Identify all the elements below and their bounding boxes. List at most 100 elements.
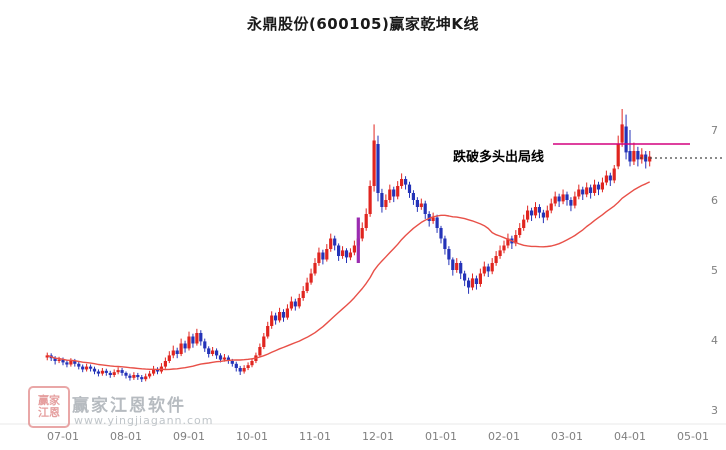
candle-body (274, 315, 278, 321)
candle-body (482, 266, 486, 274)
candle-body (81, 366, 85, 370)
candle-body (341, 250, 345, 256)
candle-body (533, 207, 538, 216)
candle-body (352, 245, 356, 253)
candle-body (368, 186, 372, 214)
candle-body (498, 250, 502, 256)
y-axis-tick-label: 7 (711, 124, 718, 137)
candle-body (344, 250, 349, 258)
candle-body (325, 249, 329, 260)
candle-body (175, 350, 179, 354)
candle-body (152, 369, 156, 374)
x-axis-tick-label: 04-01 (614, 430, 646, 443)
candle-body (415, 200, 419, 207)
candle-body (148, 373, 152, 377)
candle-body (317, 252, 321, 263)
x-axis-tick-label: 08-01 (110, 430, 142, 443)
y-axis-tick-label: 6 (711, 194, 718, 207)
candle-body (203, 341, 207, 349)
candle-body (608, 175, 612, 181)
watermark-brand-text: 赢家江恩软件 (72, 396, 186, 416)
candle-body (333, 238, 337, 246)
candle-body (604, 175, 608, 183)
candle-body (447, 249, 451, 260)
candle-body (439, 228, 443, 239)
candle-body (305, 282, 309, 291)
candle-body (384, 200, 388, 207)
candle-body (581, 189, 585, 195)
candle-body (648, 156, 652, 162)
candle-body (569, 200, 573, 206)
candle-body (45, 355, 49, 358)
candle-body (514, 235, 518, 244)
candle-body (309, 273, 313, 283)
candle-body (561, 194, 565, 202)
candle-body (195, 333, 199, 344)
candle-body (171, 350, 175, 356)
candle-body (360, 228, 364, 239)
candle-body (289, 301, 293, 309)
x-axis-tick-label: 11-01 (299, 430, 331, 443)
brand-stamp-logo: 赢家 江恩 (28, 386, 70, 428)
candle-body (230, 361, 234, 364)
candle-body (226, 357, 230, 361)
candle-body (116, 370, 120, 373)
candle-body (502, 245, 506, 251)
candle-body (596, 184, 601, 190)
candle-body (65, 362, 69, 365)
candle-body (593, 184, 597, 193)
candle-body (211, 350, 215, 354)
candle-body (364, 214, 368, 228)
candle-body (73, 361, 77, 364)
candle-body (77, 363, 81, 367)
candle-body (183, 343, 187, 349)
candle-body (108, 372, 112, 375)
x-axis-tick-label: 12-01 (362, 430, 394, 443)
candle-body (451, 259, 455, 270)
candle-body (640, 154, 644, 160)
candle-body (61, 359, 65, 363)
candle-body (89, 366, 93, 369)
candle-body (96, 371, 100, 374)
candle-body (455, 263, 459, 270)
candle-body (321, 252, 325, 260)
candle-body (132, 375, 136, 378)
candle-body (380, 193, 384, 207)
candle-body (85, 366, 89, 370)
candle-body (616, 144, 620, 167)
watermark-url-text: www.yingjiagann.com (74, 414, 214, 427)
candle-body (400, 179, 404, 186)
candle-body (191, 336, 195, 344)
candle-body (573, 196, 577, 206)
candle-body (297, 298, 301, 307)
candle-body (187, 336, 191, 349)
candle-body (624, 126, 628, 153)
candle-body (522, 219, 526, 228)
candle-body (313, 263, 317, 274)
x-axis-tick-label: 01-01 (425, 430, 457, 443)
ma-line (47, 181, 651, 371)
candle-body (337, 245, 341, 256)
candle-body (293, 301, 297, 307)
candle-body (270, 315, 274, 326)
candle-body (104, 370, 108, 373)
candle-body (632, 151, 636, 162)
y-axis-tick-label: 4 (711, 334, 718, 347)
candle-body (463, 273, 467, 281)
candle-body (470, 278, 475, 288)
candle-body (506, 238, 510, 246)
candle-body (258, 347, 262, 356)
candle-body (541, 212, 545, 218)
candle-body (600, 182, 604, 190)
candle-body (435, 217, 439, 228)
exit-line-annotation: 跌破多头出局线 (453, 150, 545, 165)
candle-body (431, 217, 435, 221)
candle-body (557, 196, 561, 202)
candle-body (494, 256, 498, 263)
candle-body (140, 377, 144, 380)
candle-body (411, 193, 415, 200)
candle-body (238, 368, 242, 372)
candle-body (404, 179, 408, 185)
candle-body (92, 368, 97, 372)
